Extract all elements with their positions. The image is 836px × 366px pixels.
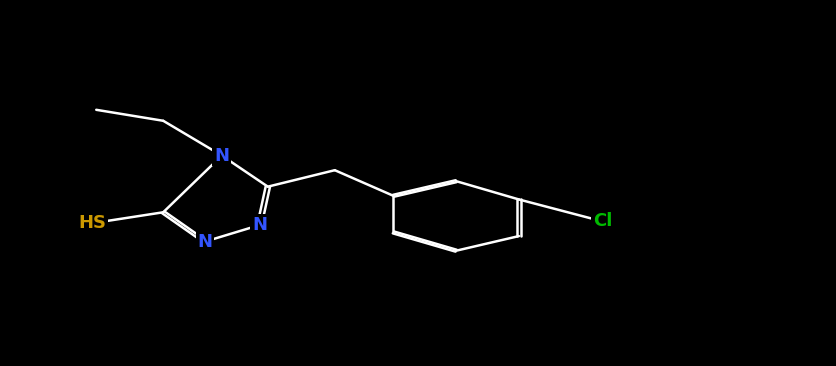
Text: N: N [197,232,212,251]
Text: N: N [214,146,229,165]
Text: HS: HS [78,214,106,232]
Text: Cl: Cl [592,212,612,231]
Text: N: N [252,216,267,234]
